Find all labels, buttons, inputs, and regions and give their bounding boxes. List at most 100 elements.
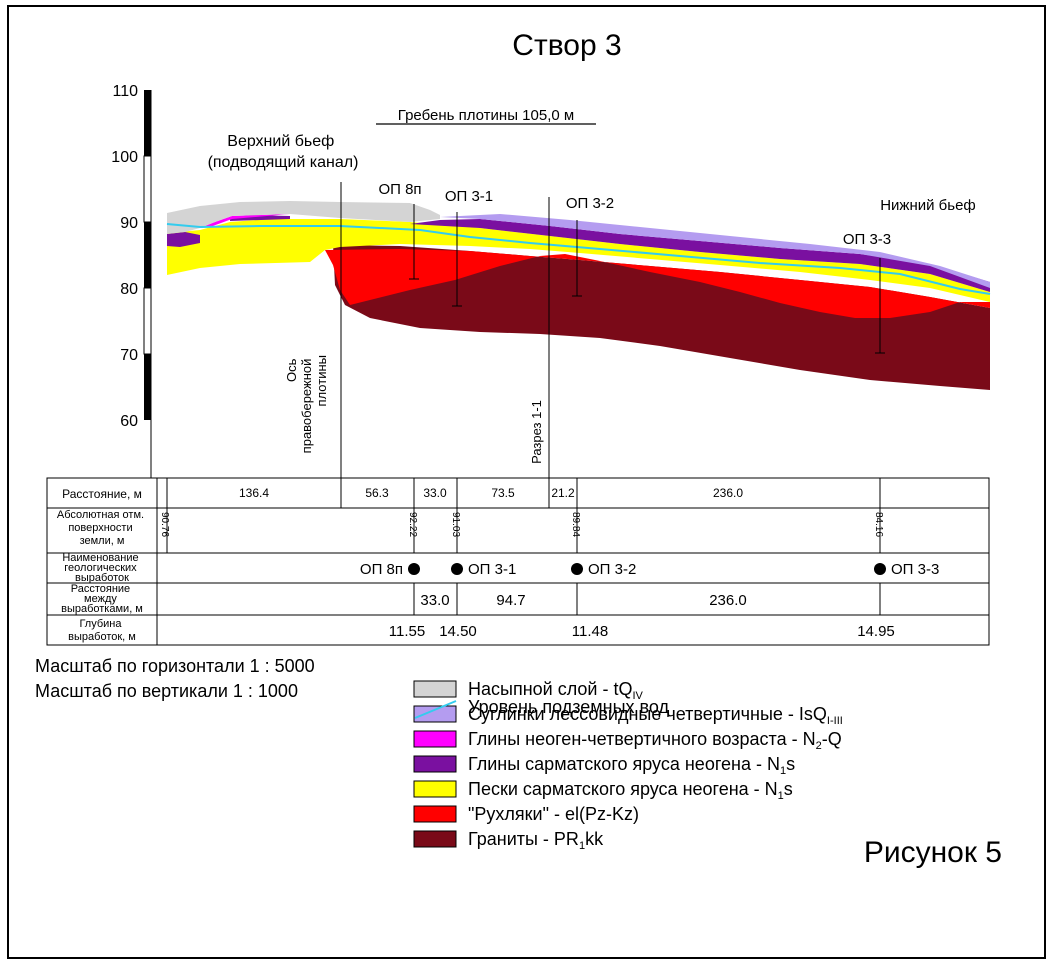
depth-cell: 14.95 [857, 623, 895, 640]
elevation-scale-bar [143, 90, 152, 478]
row-label-depth-line2: выработок, м [68, 631, 136, 643]
legend-item: Насыпной слой - tQIV [413, 679, 644, 702]
y-tick-label: 90 [120, 215, 138, 232]
elevation-cell-op8p: 92.22 [407, 512, 418, 537]
legend-item: Глины неоген-четвертичного возраста - N2… [413, 729, 842, 752]
y-axis-ticks: 110 100 90 80 70 60 [111, 83, 138, 430]
data-table [46, 477, 990, 646]
borehole-name-op31: ОП 3-1 [468, 561, 516, 578]
distance-cell: 21.2 [551, 486, 575, 500]
gap-cell: 33.0 [420, 592, 449, 609]
distance-cell: 236.0 [713, 486, 743, 500]
borehole-op33-label: ОП 3-3 [843, 231, 891, 248]
gap-cell: 94.7 [496, 592, 525, 609]
borehole-op31-label: ОП 3-1 [445, 188, 493, 205]
scale-vertical: Масштаб по вертикали 1 : 1000 [35, 681, 298, 701]
legend-label: Насыпной слой - tQIV [468, 679, 644, 702]
row-label-elevation-line1: Абсолютная отм. [57, 509, 144, 521]
legend-swatch [413, 830, 457, 848]
layer-fill [167, 201, 440, 234]
borehole-marker [451, 563, 463, 575]
scale-horizontal: Масштаб по горизонтали 1 : 5000 [35, 656, 315, 676]
dam-axis-label-line3: плотины [314, 355, 329, 406]
legend-label: "Рухляки" - el(Pz-Kz) [468, 804, 639, 824]
legend-swatch [413, 730, 457, 748]
row-label-elevation: Абсолютная отм. поверхности земли, м [57, 509, 147, 547]
layer-granite [333, 245, 990, 390]
borehole-op8p: ОП 8п [378, 181, 422, 280]
legend-label: Пески сарматского яруса неогена - N1s [468, 779, 793, 802]
depth-cell: 14.50 [439, 623, 477, 640]
elevation-cell-start: 90.76 [159, 512, 170, 537]
downstream-label: Нижний бьеф [880, 197, 976, 214]
borehole-op32: ОП 3-2 [566, 195, 614, 297]
borehole-op32-label: ОП 3-2 [566, 195, 614, 212]
row-label-elevation-line3: земли, м [80, 535, 125, 547]
row-label-borehole-name-line3: выработок [75, 572, 129, 584]
dam-axis-label: Ось правобережной плотины [284, 355, 329, 453]
layer-marl [325, 249, 990, 318]
row-label-borehole-name: Наименование геологических выработок [62, 552, 141, 584]
distance-cell: 33.0 [423, 486, 447, 500]
legend-groundwater-label: Уровень подземных вод [468, 697, 669, 717]
borehole-marker [874, 563, 886, 575]
dam-axis-label-line2: правобережной [299, 359, 314, 454]
gap-cell: 236.0 [709, 592, 747, 609]
row-label-gap-line1: Расстояние [71, 583, 130, 595]
legend-swatch [413, 705, 457, 723]
crest-label: Гребень плотины 105,0 м [398, 107, 574, 124]
layer-sarmatian-clay-left [167, 232, 200, 247]
upstream-label-line1: Верхний бьеф [227, 133, 334, 150]
distance-cell: 73.5 [491, 486, 515, 500]
geology-layers [166, 201, 991, 390]
row-label-depth: Глубина выработок, м [68, 618, 136, 643]
row-label-gap: Расстояние между выработками, м [61, 583, 143, 615]
legend-item-groundwater: Уровень подземных вод [414, 697, 669, 719]
upstream-label-line2: (подводящий канал) [208, 154, 359, 171]
borehole-op33: ОП 3-3 [843, 231, 891, 354]
legend-swatch [413, 680, 457, 698]
dam-axis-label-line1: Ось [284, 358, 299, 382]
borehole-marker [408, 563, 420, 575]
row-label-gap-line3: выработками, м [61, 603, 143, 615]
y-tick-label: 60 [120, 413, 138, 430]
figure-frame [7, 5, 1046, 959]
distance-cell: 56.3 [365, 486, 389, 500]
y-tick-label: 70 [120, 347, 138, 364]
groundwater-line [166, 223, 991, 295]
y-tick-label: 100 [111, 149, 138, 166]
y-tick-label: 110 [112, 83, 138, 100]
layer-sarmatian-clay [410, 219, 990, 292]
section-label: Разрез 1-1 [529, 400, 544, 464]
row-label-depth-line1: Глубина [79, 618, 122, 630]
elevation-cell-op33: 84.16 [873, 512, 884, 537]
upstream-label: Верхний бьеф (подводящий канал) [208, 133, 359, 171]
legend-item: Пески сарматского яруса неогена - N1s [413, 779, 793, 802]
depth-cell: 11.55 [389, 623, 425, 640]
legend-label: Глины неоген-четвертичного возраста - N2… [468, 729, 842, 752]
legend-item: "Рухляки" - el(Pz-Kz) [413, 804, 639, 824]
legend-label: Глины сарматского яруса неогена - N1s [468, 754, 795, 777]
borehole-op8p-label: ОП 8п [378, 181, 421, 198]
depth-cell: 11.48 [572, 623, 608, 640]
crest-annotation: Гребень плотины 105,0 м [376, 107, 596, 125]
legend-item: Глины сарматского яруса неогена - N1s [413, 754, 795, 777]
elevation-cell-op31: 91.03 [450, 512, 461, 537]
borehole-name-op33: ОП 3-3 [891, 561, 939, 578]
legend-label: Суглинки лессовидные четвертичные - IsQI… [468, 704, 843, 727]
row-label-distance: Расстояние, м [62, 487, 142, 501]
elevation-cell-op32: 89.84 [570, 512, 581, 537]
legend-swatch [413, 755, 457, 773]
row-label-borehole-name-line1: Наименование [62, 552, 138, 564]
borehole-marker [571, 563, 583, 575]
legend-label: Граниты - PR1kk [468, 829, 604, 852]
legend-item: Граниты - PR1kk [413, 829, 604, 852]
legend-swatch [413, 805, 457, 823]
legend-swatch [413, 780, 457, 798]
legend-item: Суглинки лессовидные четвертичные - IsQI… [413, 704, 843, 727]
borehole-name-op8p: ОП 8п [360, 561, 403, 578]
figure-title: Створ 3 [512, 29, 621, 62]
figure-number-label: Рисунок 5 [864, 836, 1002, 869]
